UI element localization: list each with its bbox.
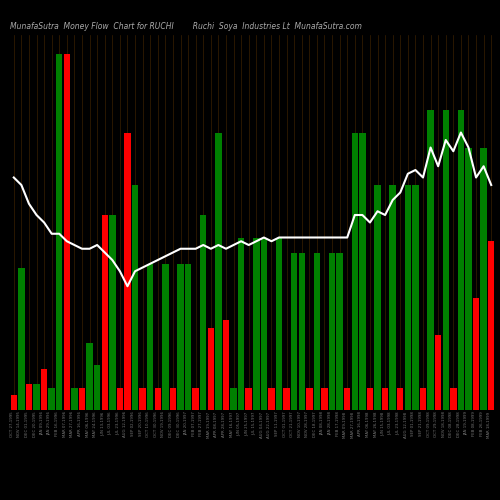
Bar: [428, 110, 434, 410]
Bar: [170, 388, 176, 410]
Bar: [298, 252, 305, 410]
Bar: [291, 252, 298, 410]
Bar: [10, 395, 17, 410]
Bar: [442, 110, 449, 410]
Bar: [329, 252, 336, 410]
Bar: [79, 388, 85, 410]
Bar: [200, 215, 206, 410]
Bar: [473, 298, 480, 410]
Bar: [374, 185, 381, 410]
Bar: [435, 335, 442, 410]
Bar: [366, 388, 373, 410]
Bar: [230, 388, 237, 410]
Text: MunafaSutra  Money Flow  Chart for RUCHI        Ruchi  Soya  Industries Lt  Muna: MunafaSutra Money Flow Chart for RUCHI R…: [10, 22, 362, 32]
Bar: [109, 215, 116, 410]
Bar: [488, 242, 494, 410]
Bar: [147, 264, 154, 410]
Bar: [458, 110, 464, 410]
Bar: [41, 368, 48, 410]
Bar: [382, 388, 388, 410]
Bar: [56, 54, 62, 410]
Bar: [124, 132, 130, 410]
Bar: [260, 238, 267, 410]
Bar: [352, 132, 358, 410]
Bar: [154, 388, 161, 410]
Bar: [132, 185, 138, 410]
Bar: [215, 132, 222, 410]
Bar: [276, 238, 282, 410]
Bar: [26, 384, 32, 410]
Bar: [246, 388, 252, 410]
Bar: [86, 342, 93, 410]
Bar: [208, 328, 214, 410]
Bar: [268, 388, 274, 410]
Bar: [404, 185, 411, 410]
Bar: [64, 54, 70, 410]
Bar: [322, 388, 328, 410]
Bar: [238, 238, 244, 410]
Bar: [390, 185, 396, 410]
Bar: [306, 388, 312, 410]
Bar: [359, 132, 366, 410]
Bar: [192, 388, 199, 410]
Bar: [223, 320, 229, 410]
Bar: [397, 388, 404, 410]
Bar: [162, 264, 168, 410]
Bar: [284, 388, 290, 410]
Bar: [48, 388, 55, 410]
Bar: [34, 384, 40, 410]
Bar: [480, 148, 487, 410]
Bar: [466, 148, 471, 410]
Bar: [412, 185, 418, 410]
Bar: [116, 388, 123, 410]
Bar: [450, 388, 456, 410]
Bar: [94, 365, 100, 410]
Bar: [336, 252, 343, 410]
Bar: [178, 264, 184, 410]
Bar: [420, 388, 426, 410]
Bar: [185, 264, 192, 410]
Bar: [253, 238, 260, 410]
Bar: [102, 215, 108, 410]
Bar: [140, 388, 146, 410]
Bar: [71, 388, 78, 410]
Bar: [344, 388, 350, 410]
Bar: [314, 252, 320, 410]
Bar: [18, 268, 25, 410]
